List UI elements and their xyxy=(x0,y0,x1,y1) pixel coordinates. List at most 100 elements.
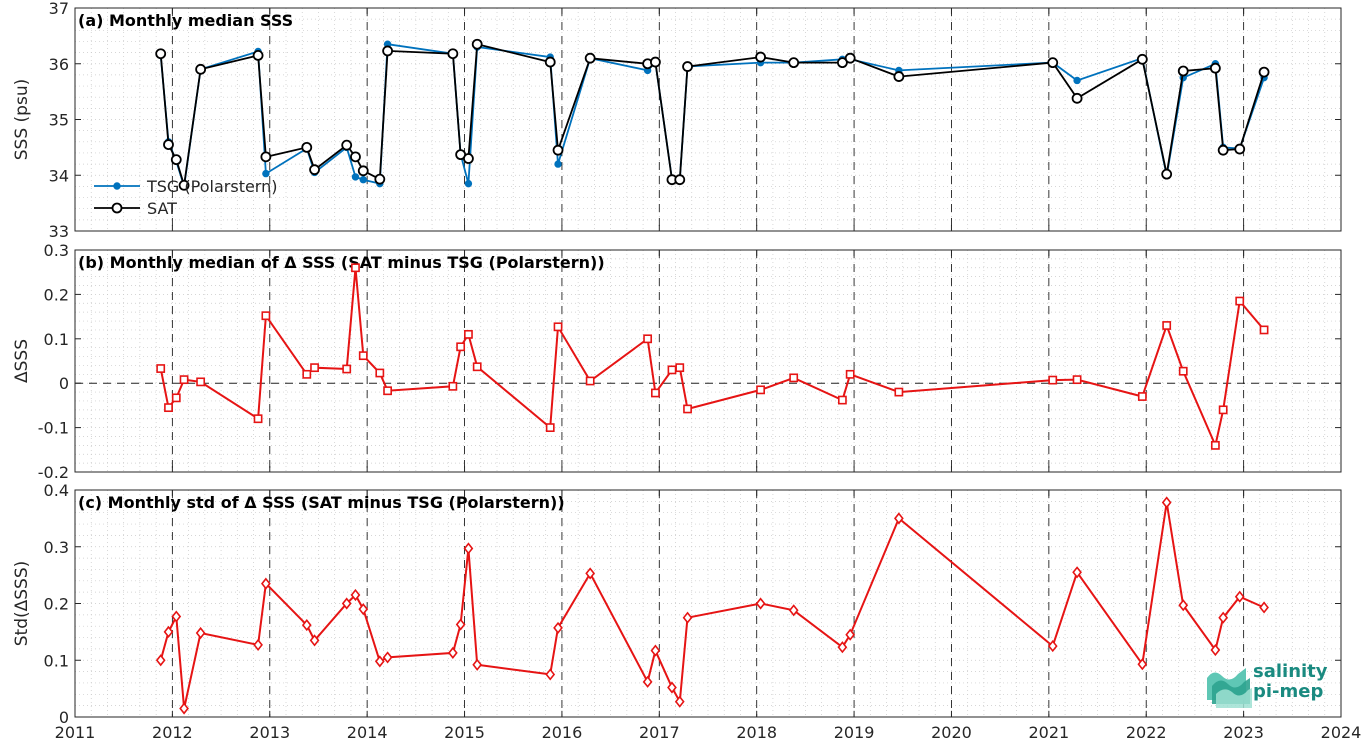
y-tick-label: 0 xyxy=(59,374,69,393)
data-point xyxy=(553,621,563,634)
x-tick-label: 2019 xyxy=(834,723,875,742)
x-tick-label: 2011 xyxy=(55,723,96,742)
y-tick-label: 0 xyxy=(59,708,69,727)
data-point xyxy=(650,644,661,657)
data-point xyxy=(171,610,182,623)
data-point xyxy=(309,164,320,176)
series-delta-sss xyxy=(155,496,1269,715)
y-tick-label: 36 xyxy=(49,55,69,74)
logo-waves-icon xyxy=(1207,668,1252,708)
data-point xyxy=(683,404,692,414)
x-tick-label: 2012 xyxy=(152,723,193,742)
data-point xyxy=(894,387,904,397)
data-point xyxy=(471,38,483,50)
data-point xyxy=(1258,66,1270,78)
data-point xyxy=(179,702,189,715)
data-point xyxy=(552,144,564,156)
data-point xyxy=(1137,658,1148,671)
x-tick-label: 2024 xyxy=(1321,723,1362,742)
data-point xyxy=(383,386,393,396)
data-point xyxy=(1161,168,1173,180)
data-point xyxy=(544,56,556,68)
y-tick-label: 0.2 xyxy=(44,285,69,304)
series-line xyxy=(159,502,1265,709)
data-point xyxy=(309,634,320,647)
data-point xyxy=(196,377,206,387)
data-point xyxy=(350,588,361,602)
series-line xyxy=(159,43,1265,187)
data-point xyxy=(156,364,166,373)
data-point xyxy=(1259,601,1269,614)
data-point xyxy=(171,393,181,403)
x-tick-label: 2013 xyxy=(249,723,290,742)
data-point xyxy=(585,567,596,580)
data-point xyxy=(893,71,905,82)
logo-line2: pi-mep xyxy=(1253,681,1323,702)
data-point xyxy=(382,45,394,57)
data-point xyxy=(1218,405,1228,415)
data-point xyxy=(341,139,353,151)
data-point xyxy=(262,169,270,178)
data-point xyxy=(844,52,856,64)
data-point xyxy=(455,618,466,631)
data-point xyxy=(260,151,272,163)
data-point xyxy=(643,334,653,344)
data-point xyxy=(837,641,848,654)
data-point xyxy=(1136,53,1148,65)
x-tick-label: 2017 xyxy=(639,723,680,742)
data-point xyxy=(1178,366,1188,376)
data-point xyxy=(667,365,677,375)
panel-b: -0.2 -0.1 0 0.1 0.2 0.3 ΔSSS (b) Monthly median… xyxy=(12,241,1342,482)
x-tick-label: 2018 xyxy=(736,723,777,742)
data-point xyxy=(1071,92,1083,104)
data-point xyxy=(253,414,263,424)
data-point xyxy=(342,364,352,374)
y-axis-label: Std(ΔSSS) xyxy=(12,561,32,647)
panel-title: (b) Monthly median of Δ SSS (SAT minus T… xyxy=(78,253,605,272)
series-line xyxy=(159,43,1265,186)
data-point xyxy=(1047,639,1058,653)
data-point xyxy=(464,179,473,188)
data-point xyxy=(195,63,207,75)
data-point xyxy=(553,322,563,332)
data-point xyxy=(755,597,766,610)
data-point xyxy=(1072,566,1082,579)
x-tick-label: 2015 xyxy=(444,723,485,742)
data-point xyxy=(788,604,799,617)
data-point xyxy=(1210,643,1221,657)
series-line xyxy=(159,267,1265,449)
data-point xyxy=(845,628,856,641)
data-point xyxy=(545,423,555,432)
x-tick-label: 2021 xyxy=(1028,723,1069,742)
data-point xyxy=(382,651,393,664)
data-point xyxy=(1162,321,1172,330)
panel-c: 0 0.1 0.2 0.3 0.4 2011 2012 2013 2014 2015 2016 201… xyxy=(12,481,1361,742)
data-point xyxy=(179,375,189,385)
data-point xyxy=(894,512,904,525)
data-point xyxy=(1161,496,1172,509)
data-point xyxy=(1235,296,1245,306)
x-tick-label: 2022 xyxy=(1126,723,1167,742)
data-point xyxy=(1210,440,1220,450)
panel-title: (c) Monthly std of Δ SSS (SAT minus TSG … xyxy=(78,493,565,512)
data-point xyxy=(351,173,360,181)
data-point xyxy=(1073,76,1081,85)
x-tick-label: 2023 xyxy=(1223,723,1264,742)
series-sat xyxy=(155,38,1270,191)
data-point xyxy=(1209,62,1221,74)
data-point xyxy=(447,48,459,60)
x-tick-label: 2014 xyxy=(347,723,388,742)
data-point xyxy=(374,173,386,185)
data-point xyxy=(163,139,174,150)
data-point xyxy=(682,611,693,624)
data-point xyxy=(463,542,474,555)
logo-line1: salinity xyxy=(1253,661,1328,682)
data-point xyxy=(358,351,368,361)
legend: TSG (Polarstern) SAT xyxy=(94,177,277,218)
data-point xyxy=(261,311,271,321)
data-point xyxy=(675,363,685,373)
data-point xyxy=(545,668,556,681)
data-point xyxy=(1072,375,1082,385)
y-tick-label: -0.2 xyxy=(38,463,69,482)
data-point xyxy=(1217,144,1229,156)
